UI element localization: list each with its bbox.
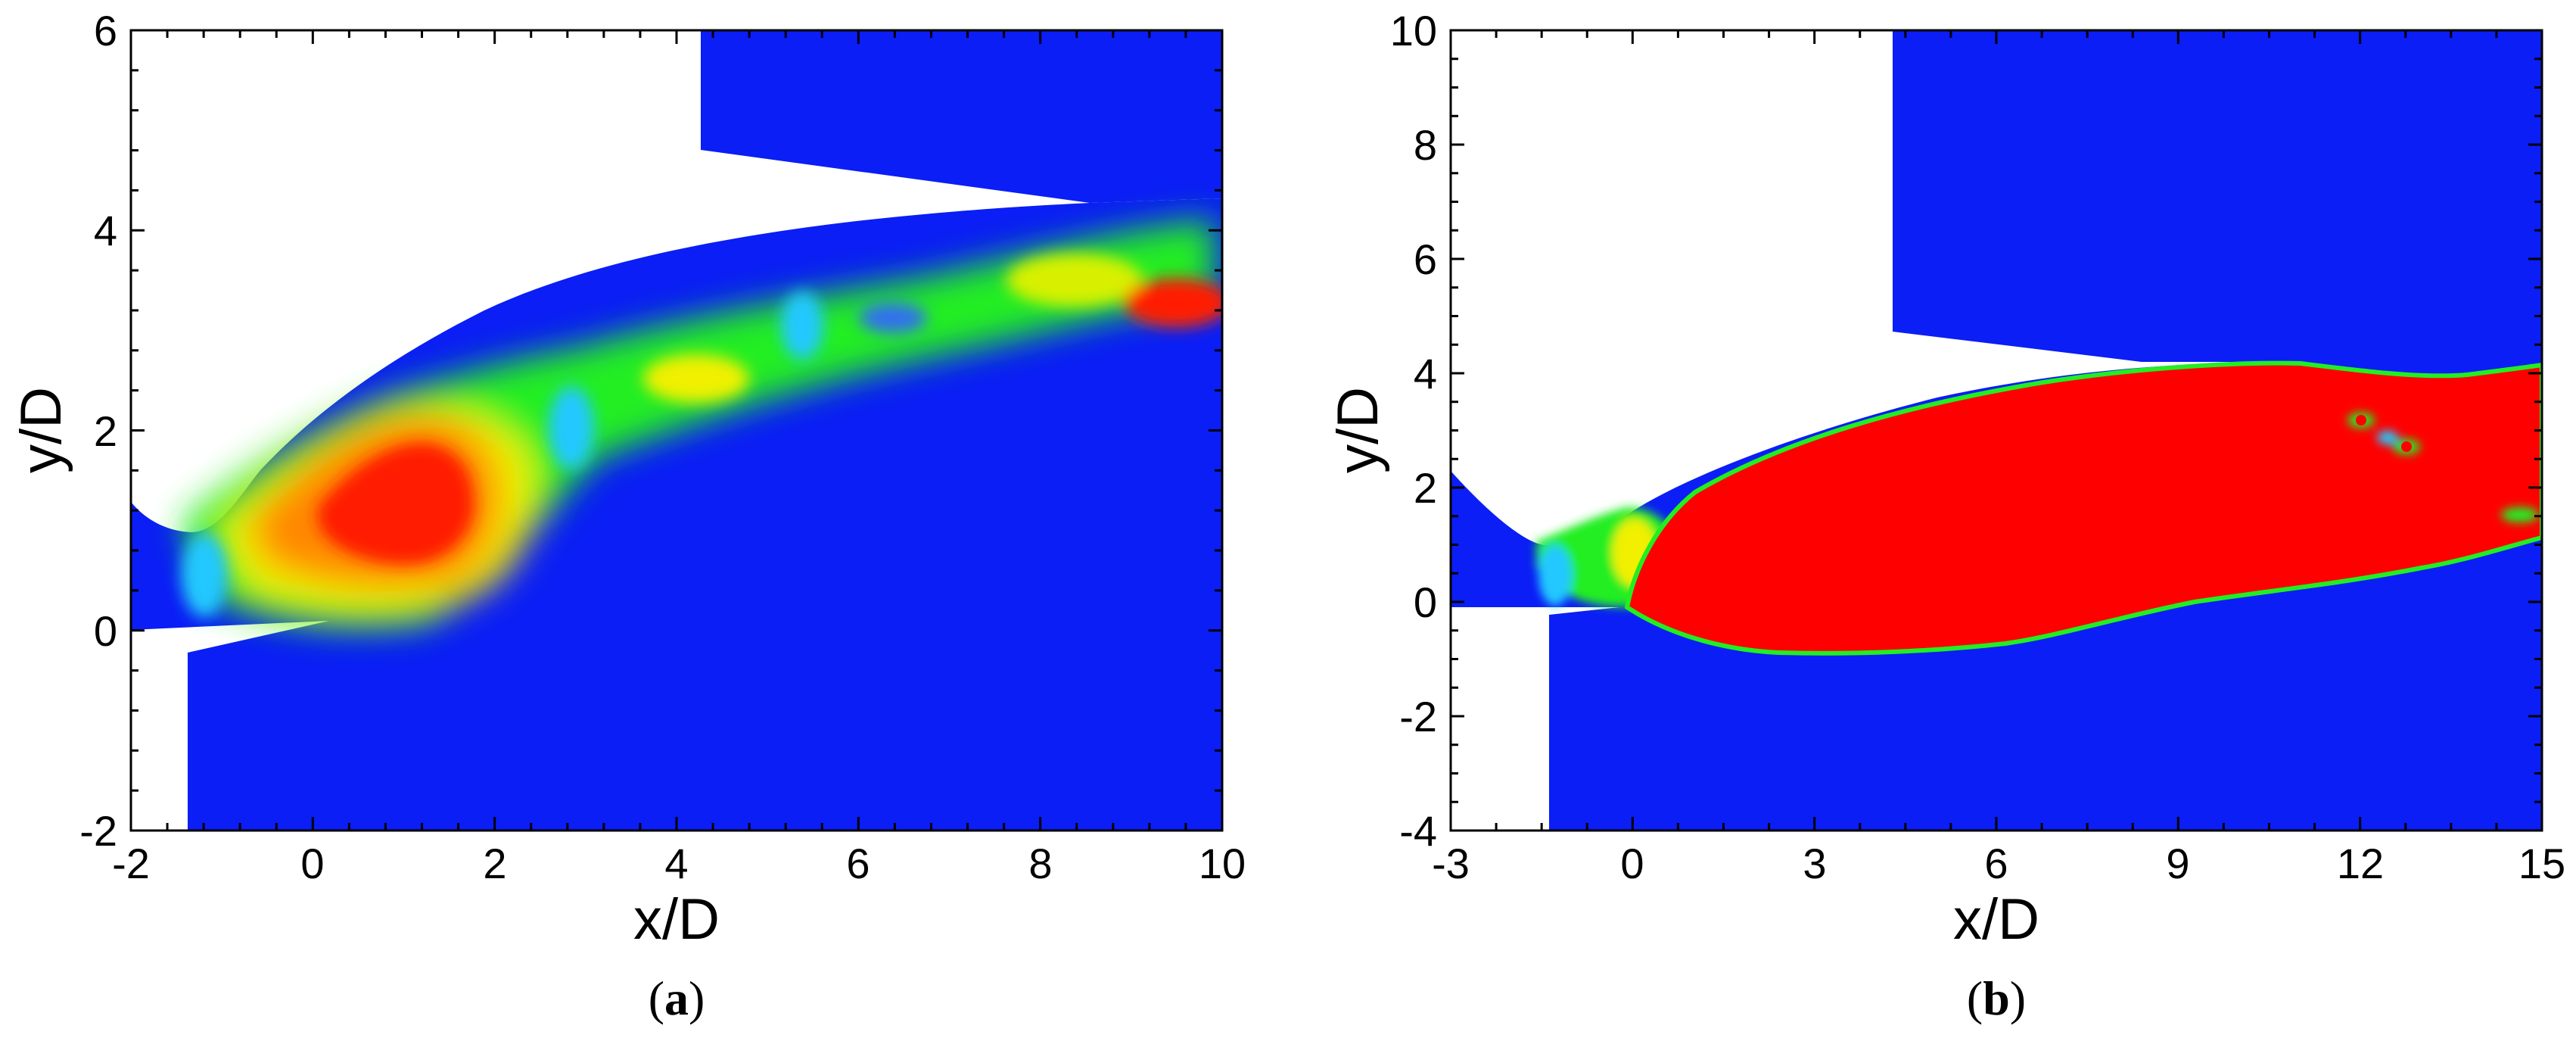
y-tick-b-4: 4	[1414, 350, 1437, 397]
y-tick-a-0: -2	[79, 807, 117, 855]
y-tick-a-2: 2	[94, 407, 117, 455]
panel-a: -2 0 2 4 6 8 10 -2 0 2 4 6 x/D y/D (a)	[9, 7, 1246, 1025]
y-axis-title-a: y/D	[9, 387, 73, 473]
x-tick-a-2: 2	[483, 840, 506, 887]
y-axis-title-b: y/D	[1326, 387, 1390, 473]
contour-field-b	[1451, 30, 2542, 831]
x-axis-title-b: x/D	[1953, 887, 2039, 952]
x-tick-a-4: 6	[846, 840, 870, 887]
contour-field-a	[131, 30, 1222, 831]
y-tick-b-0: -4	[1399, 807, 1437, 855]
x-tick-b-5: 12	[2337, 840, 2384, 887]
upper-wall-block-a	[701, 30, 1222, 203]
y-tick-b-2: 0	[1414, 578, 1437, 626]
jet-plume-red-b	[1624, 360, 2542, 656]
x-tick-b-4: 9	[2166, 840, 2189, 887]
red-tip-a	[1124, 279, 1222, 327]
panel-label-b: (b)	[1967, 971, 2026, 1025]
tick-marks-a	[129, 29, 1224, 832]
cyan-shock-a1	[549, 386, 594, 469]
y-tick-a-4: 6	[94, 7, 117, 55]
x-tick-b-2: 3	[1803, 840, 1826, 887]
blob-b4	[2501, 507, 2539, 522]
blob-b1-core	[2356, 415, 2366, 425]
x-tick-a-6: 10	[1199, 840, 1246, 887]
y-tick-a-3: 4	[94, 207, 117, 254]
cyan-shock-a2	[781, 291, 823, 360]
panel-b: -3 0 3 6 9 12 15 -4 -2 0 2 4 6 8 10 x/D …	[1326, 7, 2565, 1025]
tick-marks-b	[1449, 29, 2543, 832]
x-tick-b-6: 15	[2518, 840, 2565, 887]
x-tick-b-0: -3	[1432, 840, 1470, 887]
y-tick-b-3: 2	[1414, 464, 1437, 512]
x-tick-a-5: 8	[1028, 840, 1052, 887]
panel-label-a: (a)	[649, 971, 705, 1025]
jet-red-core-a	[318, 443, 474, 564]
blob-b2	[2377, 431, 2398, 444]
blue-gap-a	[859, 303, 927, 333]
y-tick-a-1: 0	[94, 607, 117, 655]
yellow-cell-a1	[643, 354, 749, 403]
blob-b3-core	[2401, 441, 2412, 452]
cyan-nozzle-b	[1538, 545, 1572, 606]
flow-domain-a	[131, 198, 1222, 831]
x-axis-title-a: x/D	[633, 887, 720, 952]
y-tick-b-7: 10	[1390, 7, 1437, 55]
cyan-nozzle-a	[182, 534, 227, 617]
x-tick-a-3: 4	[664, 840, 688, 887]
x-tick-b-3: 6	[1984, 840, 2008, 887]
yellow-cell-a2	[1006, 254, 1143, 307]
x-tick-a-1: 0	[300, 840, 324, 887]
x-tick-b-1: 0	[1620, 840, 1644, 887]
upper-wall-block-b	[1893, 30, 2542, 366]
y-tick-b-6: 8	[1414, 121, 1437, 169]
y-tick-b-1: -2	[1399, 693, 1437, 740]
x-tick-a-0: -2	[112, 840, 150, 887]
y-tick-b-5: 6	[1414, 235, 1437, 283]
